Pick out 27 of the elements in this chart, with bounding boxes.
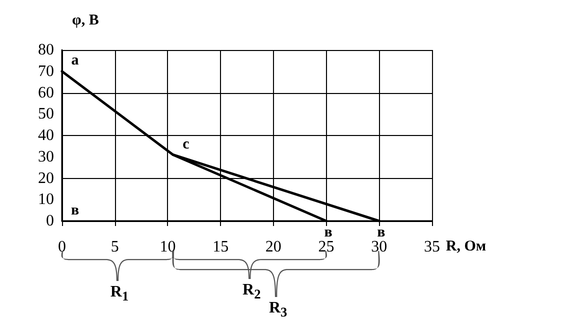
x-tick-label: 15 — [212, 238, 229, 256]
y-tick-label: 80 — [38, 42, 54, 58]
annotation: в — [377, 224, 386, 240]
y-tick-label: 40 — [38, 127, 54, 144]
x-tick-label: 10 — [160, 238, 176, 256]
x-tick-label: 35 — [424, 238, 440, 256]
x-axis-title: R, Ом — [446, 238, 486, 254]
x-tick-label: 20 — [265, 238, 282, 256]
x-tick-label: 5 — [110, 238, 119, 256]
y-tick-label: 10 — [38, 191, 54, 208]
text: R$_{3}$ — [268, 299, 288, 321]
annotation: a — [71, 52, 79, 70]
x-tick-label: 0 — [58, 238, 66, 256]
x-tick-label: 25 — [318, 238, 334, 256]
y-tick-label: 20 — [38, 170, 54, 187]
x-tick-label: 30 — [371, 238, 388, 256]
y-tick-label: 0 — [46, 212, 54, 230]
annotation: c — [182, 136, 190, 154]
annotation: в — [70, 202, 80, 220]
text: R$_{2}$ — [242, 281, 261, 303]
y-tick-label: 50 — [38, 106, 54, 123]
y-tick-label: 60 — [38, 84, 54, 102]
annotation: в — [324, 224, 332, 240]
y-axis-title: φ, В — [72, 12, 99, 28]
text: R$_{1}$ — [110, 283, 129, 305]
y-tick-label: 30 — [38, 148, 54, 166]
y-tick-label: 70 — [38, 62, 54, 80]
